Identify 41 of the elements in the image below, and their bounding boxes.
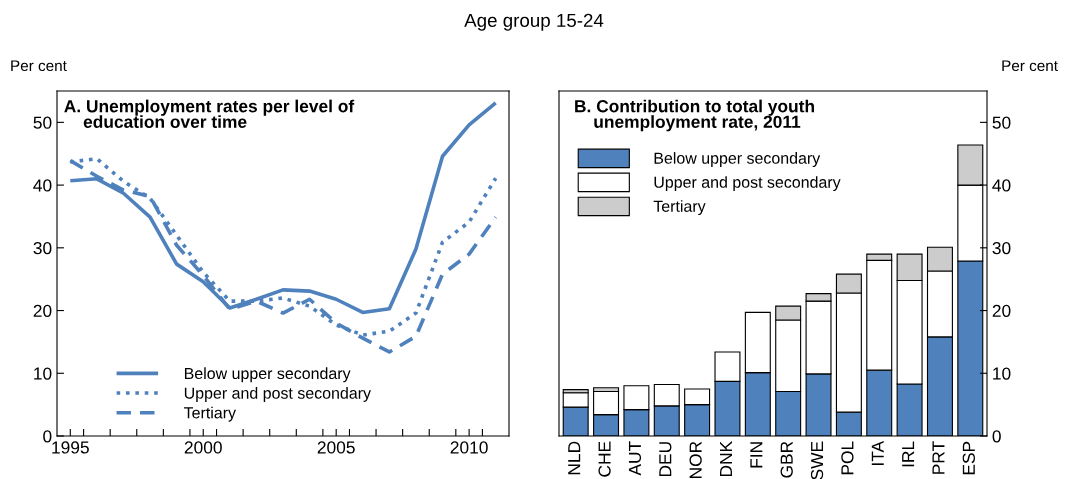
legend-label: Below upper secondary: [654, 152, 821, 167]
x-tick-label: ESP: [962, 441, 975, 475]
x-tick-label: PRT: [932, 441, 945, 474]
x-tick-label: CHE: [598, 441, 611, 477]
x-tick-label: IRL: [902, 441, 915, 467]
x-tick-label: DEU: [659, 442, 672, 477]
x-tick-label: FIN: [750, 442, 763, 468]
y-tick-label: 50: [992, 116, 1011, 129]
x-tick-label: SWE: [810, 441, 824, 479]
x-tick-label: 2000: [184, 441, 222, 454]
y-tick-label: 10: [993, 367, 1011, 380]
x-tick-label: GBR: [780, 441, 793, 478]
text: A. Unemployment rates per level of education over time: [64, 99, 355, 128]
x-tick-label: 1995: [52, 441, 89, 454]
legend-label: Upper and post secondary: [184, 387, 371, 402]
legend-label: Tertiary: [653, 200, 706, 216]
x-tick-label: AUT: [628, 441, 642, 476]
legend-label: Below upper secondary: [184, 367, 351, 383]
y-tick-label: 30: [33, 241, 52, 255]
y-tick-label: 30: [992, 241, 1011, 255]
y-tick-label: 20: [992, 304, 1011, 318]
legend-label: Tertiary: [184, 406, 236, 422]
y-tick-label: 40: [992, 179, 1011, 192]
y-tick-label: 20: [33, 304, 52, 318]
x-tick-label: 2010: [450, 441, 488, 454]
y-tick-label: 10: [34, 367, 52, 380]
x-tick-label: NLD: [568, 441, 581, 475]
x-tick-label: DNK: [720, 441, 732, 477]
legend-label: Upper and post secondary: [654, 176, 841, 192]
text: Age group 15-24: [464, 13, 604, 31]
y-axis-title: Per cent: [11, 60, 67, 72]
y-tick-label: 50: [33, 116, 52, 129]
x-tick-label: POL: [841, 441, 854, 475]
y-tick-label: 0: [992, 430, 1001, 443]
y-axis-title: Per cent: [1002, 60, 1058, 72]
text: B. Contribution to total youth unemployment rate, 2011: [575, 99, 814, 132]
x-tick-label: ITA: [871, 440, 884, 465]
y-tick-label: 0: [43, 430, 52, 443]
x-tick-label: 2005: [317, 441, 355, 454]
x-tick-label: NOR: [689, 441, 702, 479]
y-tick-label: 40: [33, 179, 52, 192]
